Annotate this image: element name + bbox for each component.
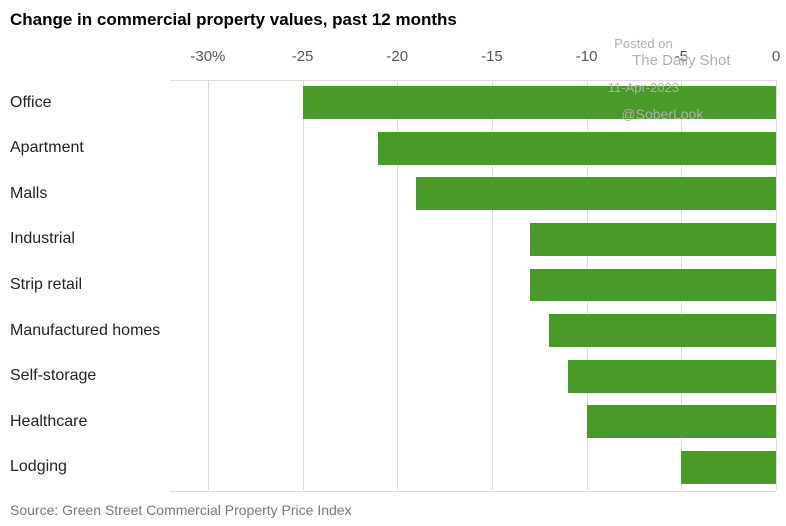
bar [549, 314, 776, 347]
category-label: Self-storage [10, 367, 96, 385]
bar [568, 360, 776, 393]
gridline [776, 80, 777, 490]
bar [530, 269, 776, 302]
category-label: Strip retail [10, 276, 82, 294]
source-text: Source: Green Street Commercial Property… [10, 502, 352, 518]
category-label: Lodging [10, 458, 67, 476]
gridline [303, 80, 304, 490]
category-label: Industrial [10, 230, 75, 248]
watermark-text: 11-Apr-2023 [608, 80, 679, 95]
bar [530, 223, 776, 256]
x-tick-label: -20 [386, 48, 408, 65]
gridline [208, 80, 209, 490]
x-tick-label: -30% [190, 48, 225, 65]
x-tick-label: -25 [292, 48, 314, 65]
x-tick-label: -10 [576, 48, 598, 65]
bar [681, 451, 776, 484]
chart-title: Change in commercial property values, pa… [10, 10, 457, 30]
chart-container: { "chart": { "type": "bar-horizontal", "… [0, 0, 786, 526]
x-tick-label: 0 [772, 48, 780, 65]
watermark-text: @SoberLook [621, 106, 703, 122]
watermark-text: The Daily Shot [632, 52, 730, 69]
category-label: Malls [10, 185, 47, 203]
x-tick-label: -15 [481, 48, 503, 65]
bar [416, 177, 776, 210]
bar [378, 132, 776, 165]
category-label: Apartment [10, 139, 84, 157]
watermark-text: Posted on [614, 36, 673, 51]
bar [303, 86, 776, 119]
category-label: Manufactured homes [10, 322, 160, 340]
category-label: Healthcare [10, 413, 87, 431]
category-label: Office [10, 94, 52, 112]
bar [587, 405, 776, 438]
